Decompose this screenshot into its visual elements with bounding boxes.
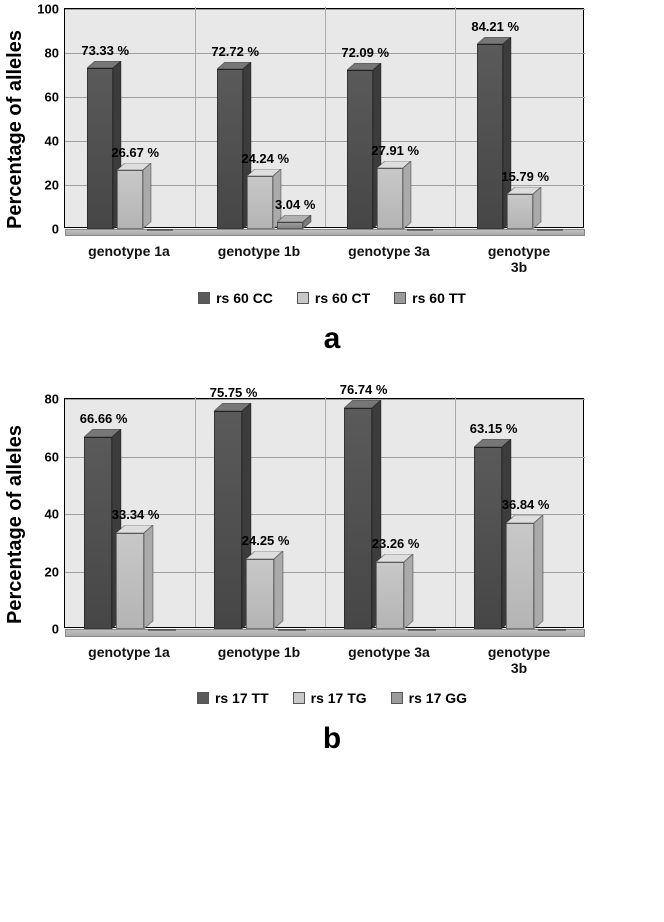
x-category-label: genotype 3b xyxy=(482,644,557,676)
panel-letter: a xyxy=(0,306,664,390)
value-label: 24.25 % xyxy=(242,533,290,548)
bar xyxy=(278,629,306,631)
value-label: 24.24 % xyxy=(241,151,289,166)
x-category-label: genotype 3a xyxy=(348,644,430,660)
value-label: 72.72 % xyxy=(211,44,259,59)
x-category-label: genotype 3a xyxy=(348,243,430,259)
y-tick: 40 xyxy=(45,134,65,149)
bar xyxy=(537,229,563,231)
bar xyxy=(347,70,373,229)
value-label: 23.26 % xyxy=(372,536,420,551)
legend: rs 60 CC rs 60 CT rs 60 TT xyxy=(0,280,664,306)
value-label: 75.75 % xyxy=(210,385,258,400)
legend-item: rs 17 TG xyxy=(293,690,367,706)
y-tick: 60 xyxy=(45,90,65,105)
y-tick: 0 xyxy=(52,622,65,637)
x-category-label: genotype 1a xyxy=(88,644,170,660)
bar xyxy=(408,629,436,631)
y-tick: 20 xyxy=(45,178,65,193)
y-tick: 60 xyxy=(45,449,65,464)
bar xyxy=(116,533,144,629)
legend-label: rs 60 TT xyxy=(412,290,466,306)
value-label: 33.34 % xyxy=(112,507,160,522)
bar xyxy=(87,68,113,229)
bar xyxy=(506,523,534,629)
bar xyxy=(217,69,243,229)
legend-swatch xyxy=(197,692,209,704)
bar xyxy=(147,229,173,231)
bar xyxy=(407,229,433,231)
bar xyxy=(148,629,176,631)
panel-b: Percentage of alleles 0 20 40 60 80 66.66 % 33.… xyxy=(0,390,664,790)
bar xyxy=(376,562,404,629)
legend-item: rs 60 CC xyxy=(198,290,273,306)
legend-swatch xyxy=(297,292,309,304)
y-axis-label: Percentage of alleles xyxy=(0,0,34,280)
legend-swatch xyxy=(391,692,403,704)
value-label: 27.91 % xyxy=(371,143,419,158)
value-label: 63.15 % xyxy=(470,421,518,436)
x-category-label: genotype 1a xyxy=(88,243,170,259)
value-label: 15.79 % xyxy=(501,169,549,184)
panel-letter: b xyxy=(0,706,664,790)
y-tick: 80 xyxy=(45,392,65,407)
x-category-label: genotype 1b xyxy=(218,243,300,259)
legend-swatch xyxy=(293,692,305,704)
legend-item: rs 60 CT xyxy=(297,290,370,306)
legend-item: rs 17 GG xyxy=(391,690,467,706)
value-label: 84.21 % xyxy=(471,19,519,34)
y-tick: 100 xyxy=(37,2,65,17)
bar xyxy=(377,168,403,229)
bar xyxy=(507,194,533,229)
value-label: 76.74 % xyxy=(340,382,388,397)
y-tick: 20 xyxy=(45,564,65,579)
panel-a: Percentage of alleles 0 20 40 60 80 100 73.33 %… xyxy=(0,0,664,390)
y-tick: 0 xyxy=(52,222,65,237)
legend-label: rs 17 GG xyxy=(409,690,467,706)
x-category-label: genotype 3b xyxy=(482,243,557,275)
bar xyxy=(117,170,143,229)
bar xyxy=(247,176,273,229)
bar xyxy=(277,222,303,229)
legend-label: rs 60 CC xyxy=(216,290,273,306)
figure: Percentage of alleles 0 20 40 60 80 100 73.33 %… xyxy=(0,0,664,790)
value-label: 3.04 % xyxy=(275,197,315,212)
bar xyxy=(344,408,372,629)
chart-area: 02040608066.66 %33.34 %75.75 %24.25 %76.… xyxy=(34,390,594,680)
value-label: 73.33 % xyxy=(81,43,129,58)
value-label: 26.67 % xyxy=(111,145,159,160)
legend-swatch xyxy=(198,292,210,304)
value-label: 36.84 % xyxy=(502,497,550,512)
bar xyxy=(477,44,503,229)
bar xyxy=(538,629,566,631)
legend-item: rs 60 TT xyxy=(394,290,466,306)
y-tick: 80 xyxy=(45,46,65,61)
chart-area: 0 20 40 60 80 100 73.33 % 26.67 % 72.72 % 24.24 %… xyxy=(34,0,594,280)
legend-item: rs 17 TT xyxy=(197,690,269,706)
legend-label: rs 17 TT xyxy=(215,690,269,706)
bar xyxy=(474,447,502,629)
bar xyxy=(246,559,274,629)
y-axis-label: Percentage of alleles xyxy=(0,390,34,680)
value-label: 66.66 % xyxy=(80,411,128,426)
y-tick: 40 xyxy=(45,507,65,522)
value-label: 72.09 % xyxy=(341,45,389,60)
legend-label: rs 60 CT xyxy=(315,290,370,306)
bar xyxy=(84,437,112,629)
x-category-label: genotype 1b xyxy=(218,644,300,660)
legend-swatch xyxy=(394,292,406,304)
legend-label: rs 17 TG xyxy=(311,690,367,706)
bar xyxy=(214,411,242,629)
legend: rs 17 TT rs 17 TG rs 17 GG xyxy=(0,680,664,706)
